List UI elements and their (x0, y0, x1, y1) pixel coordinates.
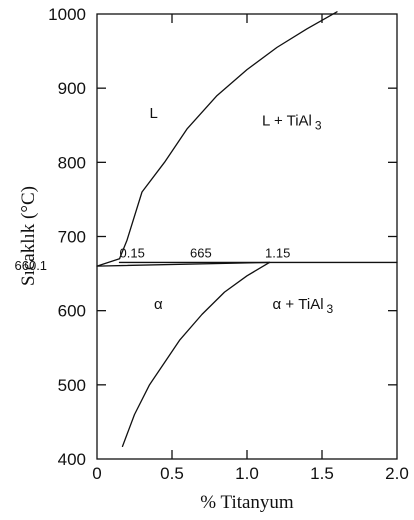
x-axis-title: % Titanyum (200, 492, 294, 513)
x-tick-label: 2.0 (385, 464, 409, 483)
phase-boundary-line (121, 261, 271, 448)
phase-boundary-line (118, 11, 338, 260)
y-tick-label: 1000 (48, 5, 86, 24)
annotation-labels: L L + TiAl 3 α α + TiAl 3 0.15 665 1.15 660.1 (15, 105, 334, 316)
x-tick-label: 1.0 (235, 464, 259, 483)
y-tick-label: 500 (58, 376, 86, 395)
point-label: 665 (190, 245, 212, 260)
x-tick-label: 1.5 (310, 464, 334, 483)
y-tick-label: 400 (58, 450, 86, 469)
x-tick-label: 0 (92, 464, 101, 483)
axis-tick-labels: 0 0.5 1.0 1.5 2.0 400 500 600 700 800 900 1000 (48, 5, 409, 483)
x-tick-label: 0.5 (160, 464, 184, 483)
phase-boundary-line (96, 258, 121, 267)
region-label: α (154, 296, 163, 313)
y-tick-label: 700 (58, 228, 86, 247)
point-label: 1.15 (265, 245, 290, 260)
point-label: 660.1 (15, 258, 48, 273)
y-tick-label: 900 (58, 79, 86, 98)
region-label: α + TiAl 3 (273, 296, 334, 316)
region-label: L (150, 105, 158, 122)
point-label: 0.15 (120, 245, 145, 260)
y-axis-title: Sıcaklık (°C) (18, 186, 39, 286)
plot-frame (96, 13, 398, 460)
region-label: L + TiAl 3 (262, 112, 322, 132)
y-tick-label: 600 (58, 302, 86, 321)
axis-ticks (97, 14, 397, 459)
phase-boundaries (96, 11, 398, 448)
y-tick-label: 800 (58, 153, 86, 172)
